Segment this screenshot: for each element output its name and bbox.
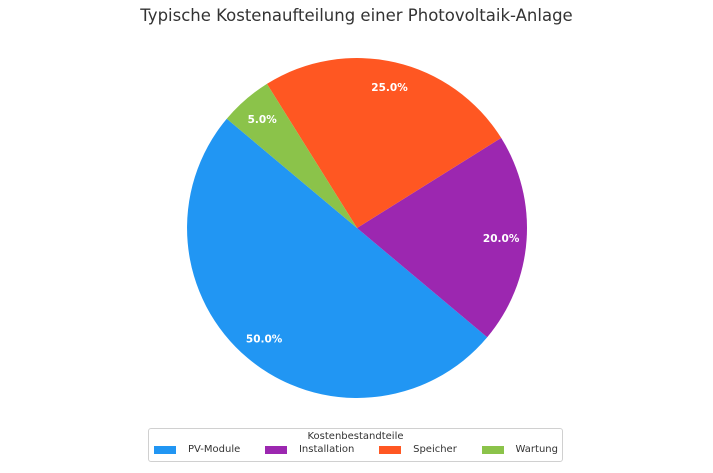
- legend-item-speicher: Speicher: [379, 444, 457, 455]
- pie-slice-wartung: [226, 83, 357, 229]
- pie-data-label: 25.0%: [371, 82, 408, 94]
- legend-title: Kostenbestandteile: [307, 431, 404, 442]
- legend-item-installation: Installation: [264, 444, 355, 455]
- legend-swatch: [154, 445, 176, 454]
- legend-label: Installation: [298, 444, 355, 455]
- legend-label: Speicher: [413, 444, 457, 455]
- legend-label: Wartung: [515, 444, 558, 455]
- pie-slice-installation: [357, 137, 527, 338]
- legend-item-wartung: Wartung: [481, 444, 558, 455]
- pie-data-label: 50.0%: [246, 334, 283, 346]
- legend-label: PV-Module: [188, 444, 241, 455]
- pie-slice-speicher: [266, 58, 502, 229]
- legend-swatch: [481, 445, 504, 454]
- legend-swatch: [379, 445, 402, 454]
- pie-data-label: 5.0%: [248, 114, 278, 126]
- chart-title: Typische Kostenaufteilung einer Photovol…: [140, 6, 573, 25]
- pie-slice-pv-module: [187, 118, 488, 398]
- legend-item-pv-module: PV-Module: [154, 444, 240, 455]
- legend: Kostenbestandteile PV-Module Installatio…: [148, 428, 563, 462]
- pie-data-label: 20.0%: [483, 233, 520, 245]
- legend-swatch: [264, 445, 287, 454]
